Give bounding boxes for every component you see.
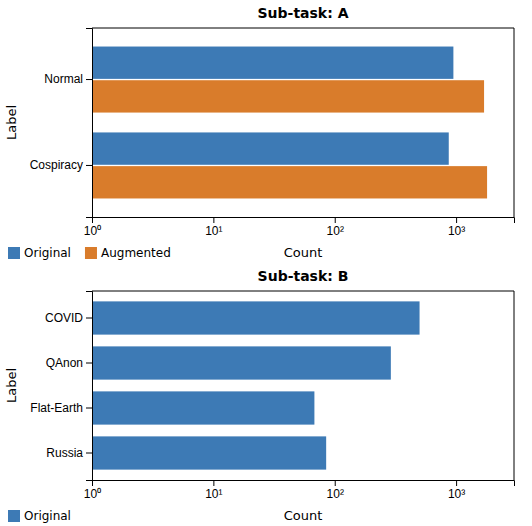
x-tick-label: 10¹ bbox=[205, 487, 222, 501]
legend-item: Original bbox=[8, 246, 71, 260]
x-tick: 10¹ bbox=[205, 217, 222, 238]
x-axis: 10⁰ 10¹ 10² 10³ bbox=[84, 217, 515, 238]
x-tick-label: 10⁰ bbox=[84, 224, 101, 238]
x-tick-line bbox=[213, 217, 214, 223]
x-tick-line bbox=[456, 480, 457, 486]
legend-item: Original bbox=[8, 509, 71, 523]
x-tick: 10³ bbox=[448, 480, 465, 501]
y-tick-label: Russia bbox=[46, 446, 83, 460]
x-tick-label: 10² bbox=[327, 487, 344, 501]
legend-label: Original bbox=[24, 246, 71, 260]
bars bbox=[92, 47, 487, 199]
y-tick-label: QAnon bbox=[46, 356, 83, 370]
x-tick: 10⁰ bbox=[84, 480, 101, 501]
x-axis-title: Count bbox=[284, 245, 323, 260]
x-tick: 10³ bbox=[448, 217, 465, 238]
y-axis: COVID QAnon Flat-Earth Russia bbox=[30, 292, 92, 481]
x-axis-line bbox=[93, 481, 515, 487]
y-tick-line bbox=[86, 363, 92, 364]
x-tick-label: 10³ bbox=[448, 224, 465, 238]
y-axis-line bbox=[86, 29, 93, 218]
y-tick: Russia bbox=[46, 446, 92, 460]
y-axis: Normal Cospiracy bbox=[30, 29, 93, 218]
bar bbox=[92, 436, 326, 469]
bar bbox=[92, 391, 314, 424]
y-tick: Normal bbox=[44, 72, 92, 86]
bar bbox=[92, 47, 453, 79]
x-tick: 10² bbox=[327, 217, 344, 238]
x-tick: 10¹ bbox=[205, 480, 222, 501]
legend-swatch bbox=[8, 247, 20, 259]
y-tick-label: Normal bbox=[44, 72, 83, 86]
y-tick: QAnon bbox=[46, 356, 92, 370]
x-axis-line bbox=[93, 218, 515, 224]
panel: 10⁰ 10¹ 10² 10³ COVID QAnon Flat-Earth Russia Su… bbox=[4, 268, 515, 523]
bar bbox=[92, 346, 391, 379]
x-tick: 10⁰ bbox=[84, 217, 101, 238]
y-tick-label: COVID bbox=[45, 311, 83, 325]
x-tick-label: 10¹ bbox=[205, 224, 222, 238]
x-tick-label: 10³ bbox=[448, 487, 465, 501]
title: Sub-task: B bbox=[258, 268, 349, 284]
bars bbox=[92, 301, 420, 469]
x-tick-line bbox=[335, 217, 336, 223]
x-axis: 10⁰ 10¹ 10² 10³ bbox=[84, 480, 515, 501]
frame-right bbox=[514, 28, 515, 217]
bar bbox=[92, 132, 449, 164]
legend-swatch bbox=[85, 247, 97, 259]
y-tick-line bbox=[86, 408, 92, 409]
x-tick-line bbox=[213, 480, 214, 486]
y-axis-title: Label bbox=[4, 105, 19, 140]
legend-label: Original bbox=[24, 509, 71, 523]
frame-top bbox=[92, 291, 514, 292]
bar bbox=[92, 166, 487, 198]
y-tick-label: Flat-Earth bbox=[30, 401, 83, 415]
y-axis-line bbox=[86, 292, 93, 481]
x-tick: 10² bbox=[327, 480, 344, 501]
legend-swatch bbox=[8, 510, 20, 522]
y-tick-line bbox=[86, 318, 92, 319]
legend-label: Augmented bbox=[101, 246, 171, 260]
y-tick-label: Cospiracy bbox=[30, 158, 83, 172]
panel: 10⁰ 10¹ 10² 10³ Normal Cospiracy Sub-task: A Co… bbox=[4, 5, 515, 260]
plot: 10⁰ 10¹ 10² 10³ COVID QAnon Flat-Earth Russia bbox=[30, 291, 514, 501]
x-tick-line bbox=[335, 480, 336, 486]
y-axis-title: Label bbox=[4, 368, 19, 403]
x-tick-label: 10⁰ bbox=[84, 487, 101, 501]
title: Sub-task: A bbox=[258, 5, 349, 21]
y-tick-line bbox=[86, 453, 92, 454]
x-axis-title: Count bbox=[284, 508, 323, 523]
y-tick-line bbox=[86, 79, 92, 80]
frame-right bbox=[514, 291, 515, 480]
frame-top bbox=[92, 28, 514, 29]
bar bbox=[92, 301, 420, 334]
legend: Original Augmented bbox=[8, 246, 171, 260]
plot: 10⁰ 10¹ 10² 10³ Normal Cospiracy bbox=[30, 28, 515, 238]
legend-item: Augmented bbox=[85, 246, 171, 260]
chart-root: 10⁰ 10¹ 10² 10³ Normal Cospiracy Sub-task: A Co… bbox=[0, 0, 532, 526]
bar bbox=[92, 80, 484, 112]
y-tick-line bbox=[86, 165, 92, 166]
legend: Original bbox=[8, 509, 71, 523]
x-tick-line bbox=[456, 217, 457, 223]
x-tick-label: 10² bbox=[327, 224, 344, 238]
y-tick: COVID bbox=[45, 311, 92, 325]
y-tick: Flat-Earth bbox=[30, 401, 92, 415]
y-tick: Cospiracy bbox=[30, 158, 92, 172]
